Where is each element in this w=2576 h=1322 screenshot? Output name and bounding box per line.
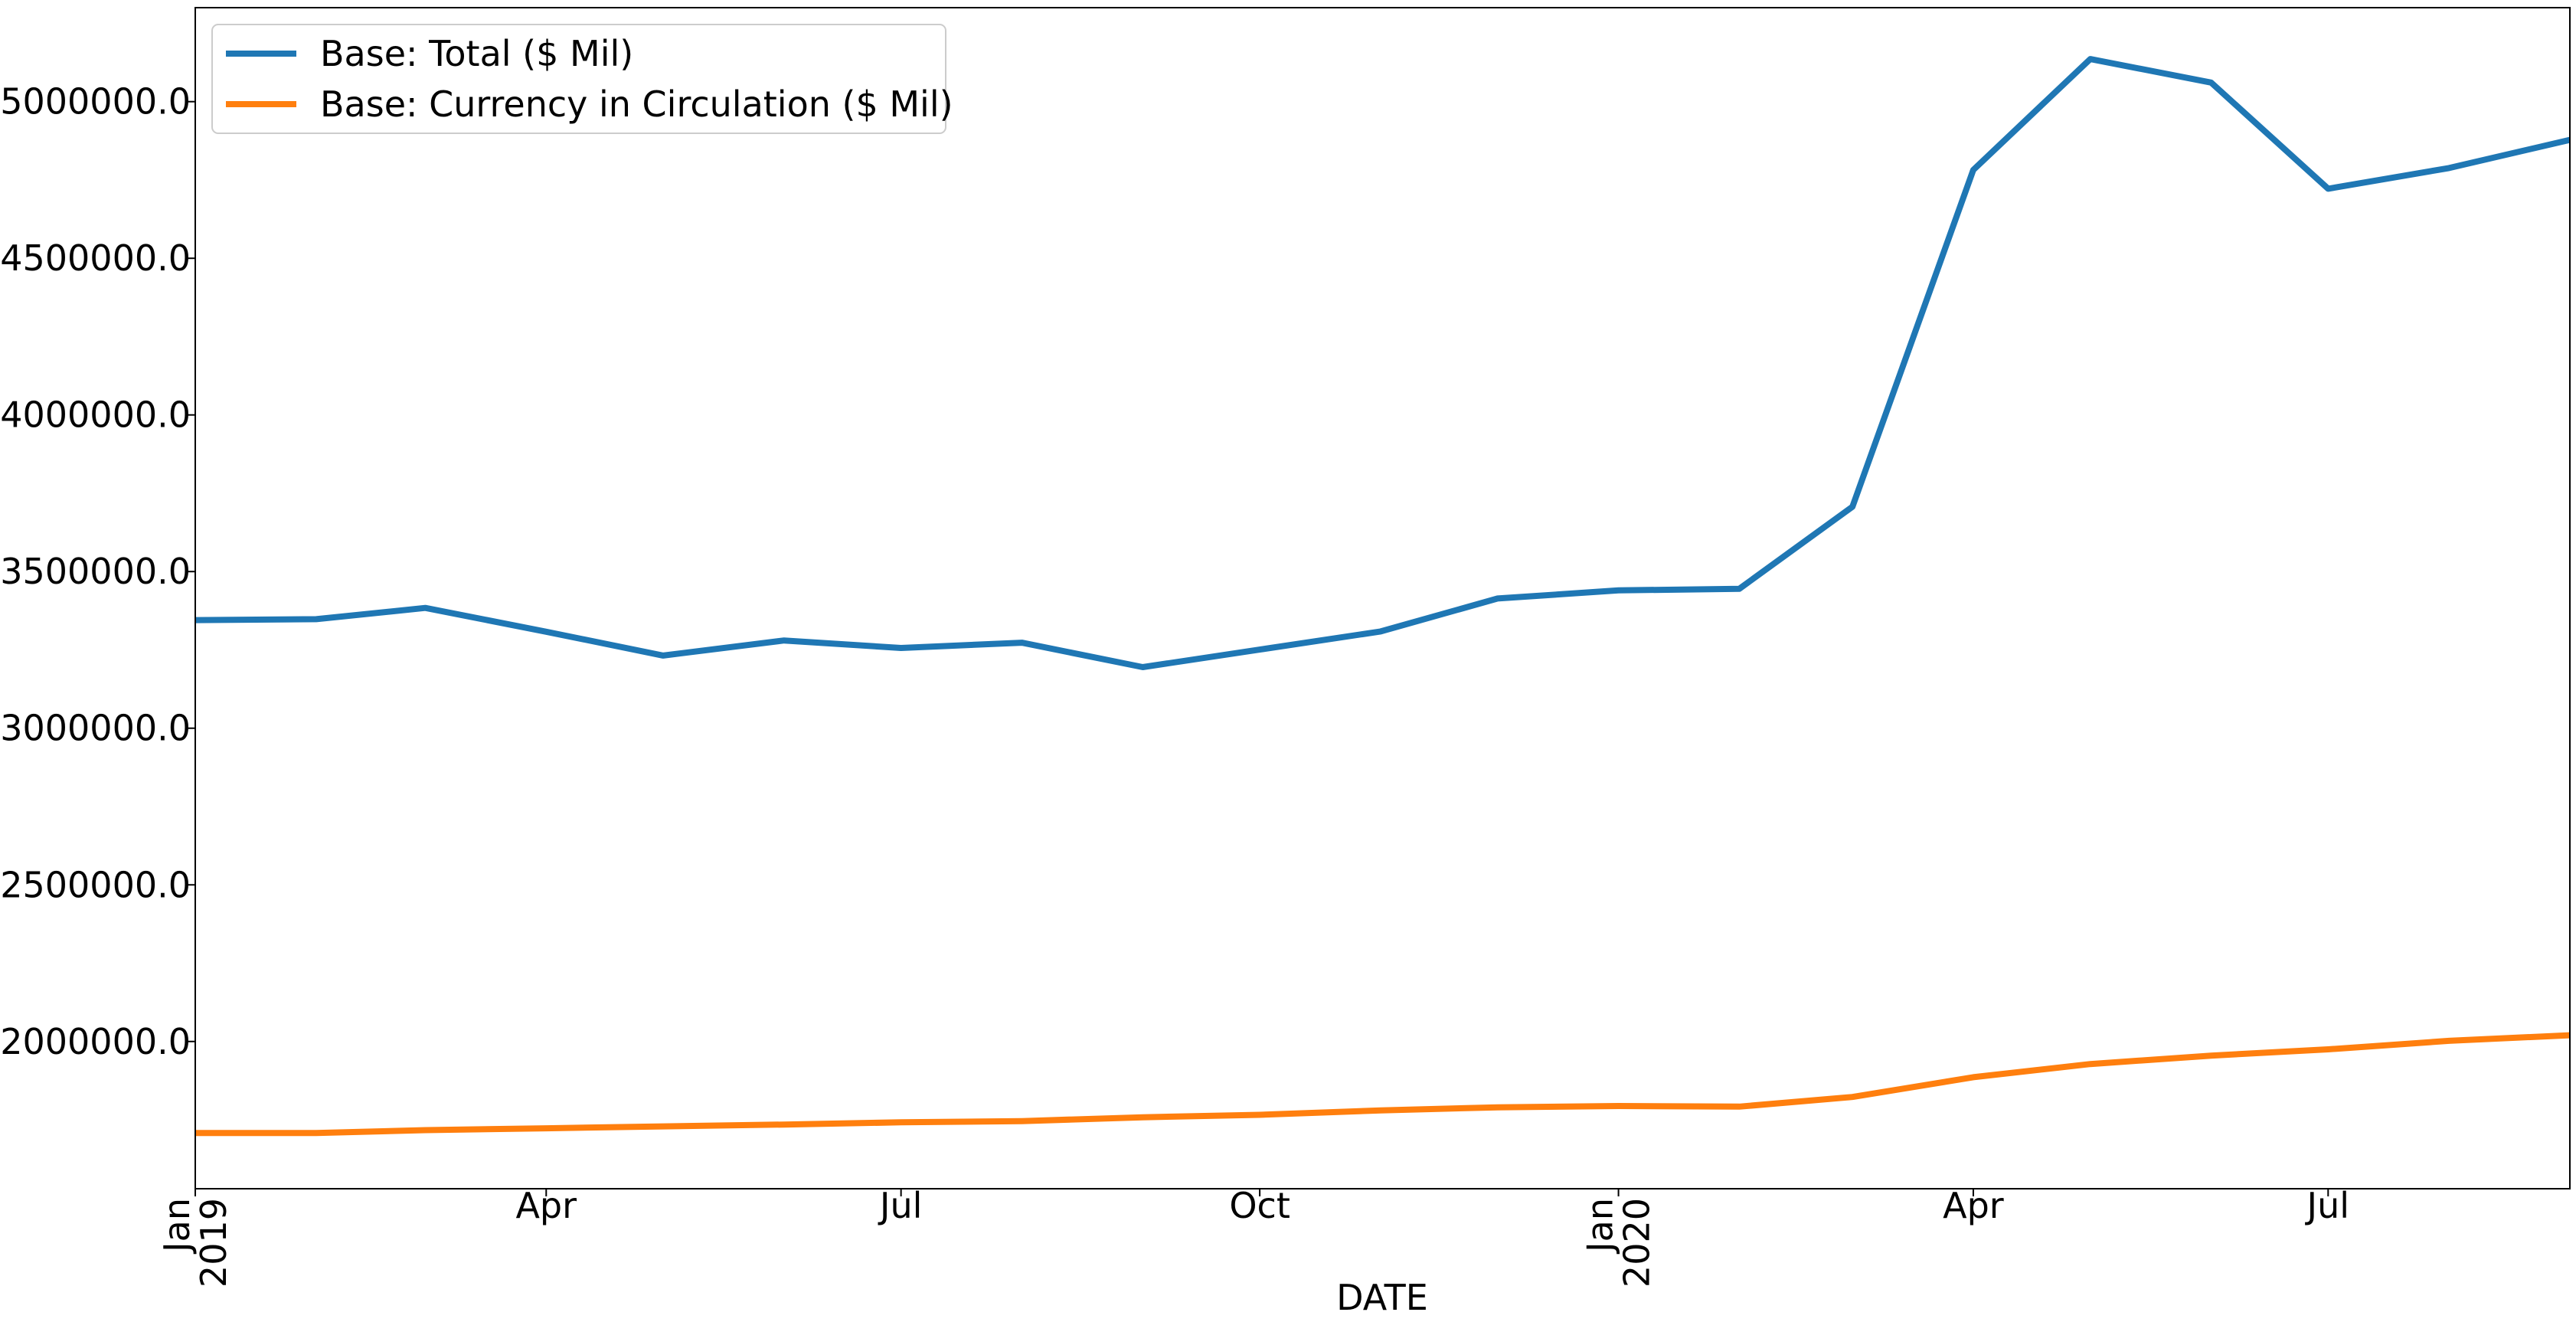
plot-frame: [195, 7, 2571, 1189]
x-tick-label: Jul: [878, 1185, 923, 1226]
y-tick-label: 3000000.0: [0, 708, 191, 749]
legend-label: Base: Total ($ Mil): [320, 33, 633, 74]
y-tick-label: 2000000.0: [0, 1021, 191, 1062]
x-tick-label-line: Jan: [1580, 1198, 1621, 1255]
y-tick-label: 4000000.0: [0, 394, 191, 436]
x-tick-label-line: 2020: [1617, 1198, 1658, 1288]
y-tick-label: 5000000.0: [0, 81, 191, 123]
legend-box: [211, 24, 946, 134]
x-tick-label: Apr: [515, 1185, 577, 1226]
legend: Base: Total ($ Mil) Base: Currency in Cir…: [211, 24, 953, 134]
x-tick-label-line: 2019: [193, 1198, 234, 1288]
plot-area: [195, 8, 2570, 1189]
x-tick-label: Apr: [1943, 1185, 2004, 1226]
y-tick-label: 3500000.0: [0, 551, 191, 592]
y-tick-label: 4500000.0: [0, 237, 191, 279]
y-axis: 2000000.0 2500000.0 3000000.0 3500000.0 4000…: [0, 81, 195, 1062]
series-line-1: [195, 56, 2571, 670]
x-tick-label-line: Jan: [156, 1198, 198, 1255]
legend-label: Base: Currency in Circulation ($ Mil): [320, 83, 953, 125]
y-tick-label: 2500000.0: [0, 864, 191, 905]
x-axis-title: DATE: [1336, 1277, 1428, 1318]
x-tick-label: Jul: [2305, 1185, 2350, 1226]
series-layer: [195, 56, 2571, 1137]
x-tick-label: Oct: [1229, 1185, 1290, 1226]
series-line-2: [195, 1032, 2571, 1137]
